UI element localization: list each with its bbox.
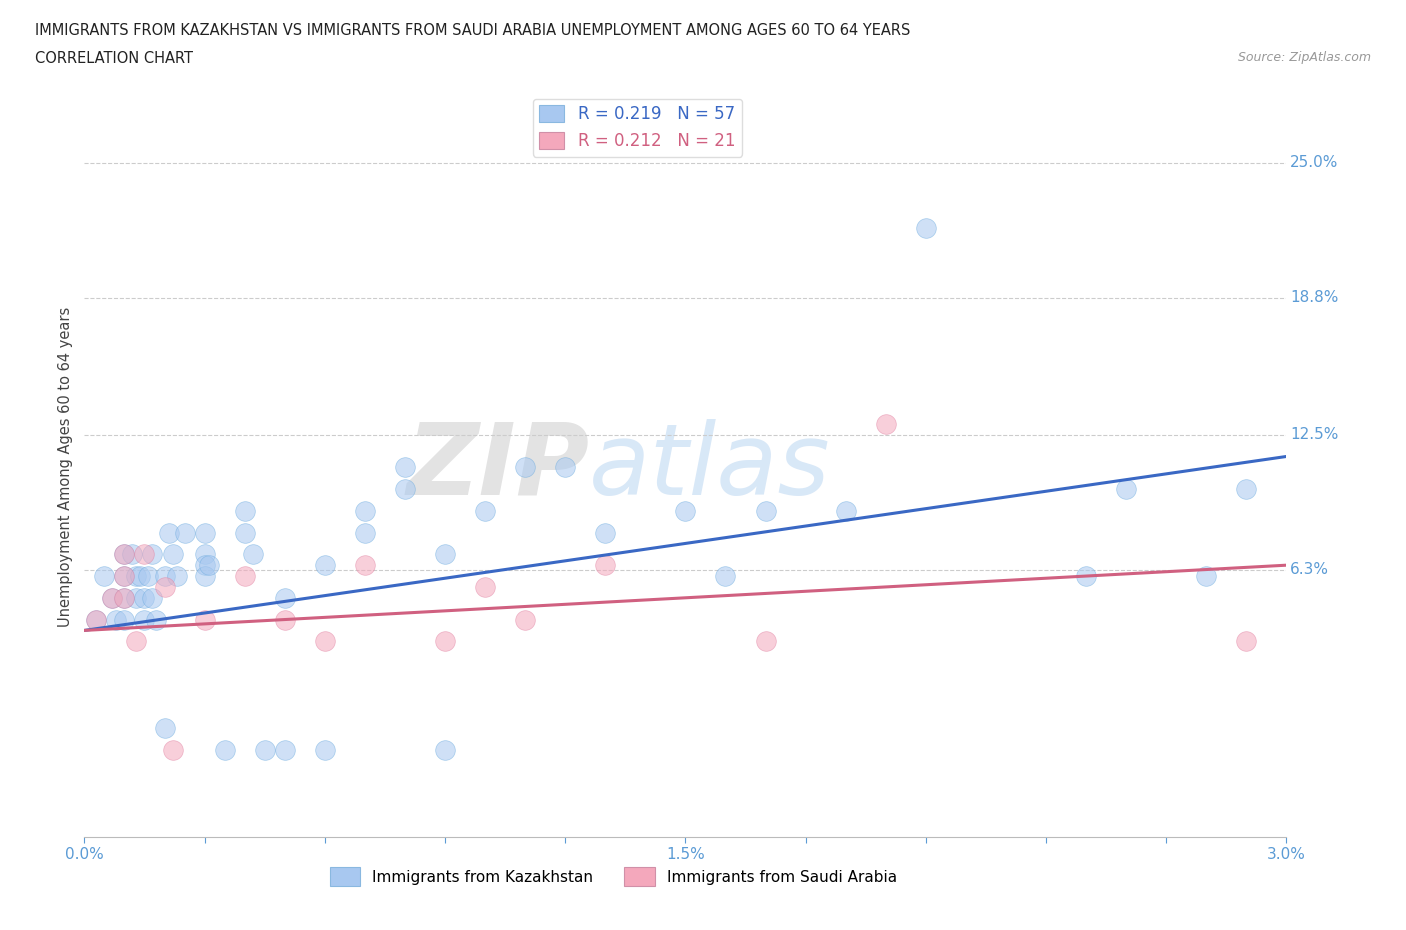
Point [314,742,336,757]
Point [114,547,135,562]
Point [141,547,163,562]
Point [173,525,195,540]
Point [93,568,115,583]
Point [1115,482,1137,497]
Point [755,503,778,518]
Text: IMMIGRANTS FROM KAZAKHSTAN VS IMMIGRANTS FROM SAUDI ARABIA UNEMPLOYMENT AMONG AG: IMMIGRANTS FROM KAZAKHSTAN VS IMMIGRANTS… [35,23,911,38]
Point [434,742,457,757]
Point [114,568,135,583]
Point [434,634,457,649]
Text: 12.5%: 12.5% [1291,427,1339,442]
Point [134,591,156,605]
Point [138,568,160,583]
Point [145,612,167,627]
Point [474,503,496,518]
Point [194,547,217,562]
Point [194,525,217,540]
Point [1236,482,1258,497]
Point [121,547,143,562]
Point [105,612,128,627]
Point [153,721,176,736]
Point [1076,568,1098,583]
Point [354,558,377,573]
Point [214,742,236,757]
Text: Source: ZipAtlas.com: Source: ZipAtlas.com [1237,51,1371,64]
Text: ZIP: ZIP [406,418,589,516]
Point [114,612,135,627]
Point [86,612,108,627]
Point [125,591,148,605]
Point [197,558,219,573]
Point [354,503,377,518]
Point [354,525,377,540]
Y-axis label: Unemployment Among Ages 60 to 64 years: Unemployment Among Ages 60 to 64 years [58,307,73,628]
Point [434,547,457,562]
Point [153,579,176,594]
Point [394,482,416,497]
Point [166,568,188,583]
Point [157,525,180,540]
Point [515,612,537,627]
Point [274,612,297,627]
Point [554,460,576,474]
Point [1195,568,1218,583]
Point [314,634,336,649]
Point [233,568,256,583]
Point [233,525,256,540]
Point [242,547,264,562]
Point [253,742,276,757]
Point [1236,634,1258,649]
Point [153,568,176,583]
Point [274,591,297,605]
Point [114,568,135,583]
Point [835,503,858,518]
Point [314,558,336,573]
Point [274,742,297,757]
Point [114,591,135,605]
Point [114,547,135,562]
Point [141,591,163,605]
Text: CORRELATION CHART: CORRELATION CHART [35,51,193,66]
Point [194,558,217,573]
Point [101,591,124,605]
Point [194,568,217,583]
Point [595,558,617,573]
Point [714,568,737,583]
Point [755,634,778,649]
Point [915,220,938,235]
Point [86,612,108,627]
Point [515,460,537,474]
Point [162,547,184,562]
Point [875,417,897,432]
Point [233,503,256,518]
Point [595,525,617,540]
Text: atlas: atlas [589,418,831,516]
Text: 6.3%: 6.3% [1291,562,1329,577]
Point [194,612,217,627]
Point [134,547,156,562]
Point [114,591,135,605]
Point [162,742,184,757]
Text: 25.0%: 25.0% [1291,155,1339,170]
Point [134,612,156,627]
Point [101,591,124,605]
Point [129,568,152,583]
Point [675,503,697,518]
Legend: Immigrants from Kazakhstan, Immigrants from Saudi Arabia: Immigrants from Kazakhstan, Immigrants f… [323,861,903,892]
Point [394,460,416,474]
Point [125,568,148,583]
Point [474,579,496,594]
Text: 18.8%: 18.8% [1291,290,1339,305]
Point [125,634,148,649]
